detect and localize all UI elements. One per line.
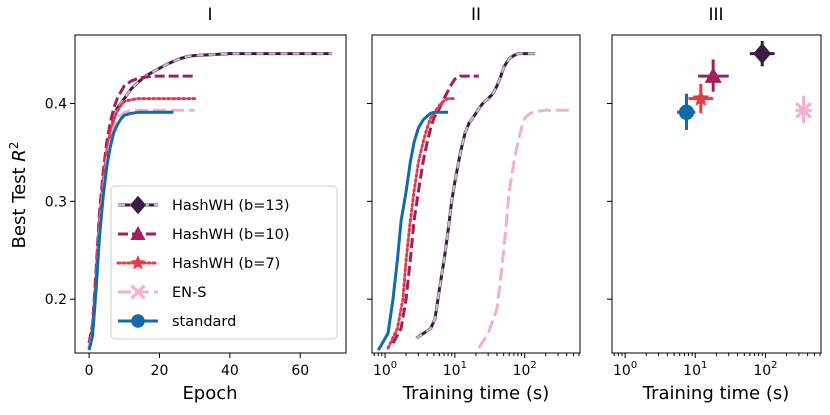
series-layer	[377, 52, 569, 351]
series-line-overlay-hashwh-b-13	[415, 52, 535, 340]
x-tick-label: 101	[683, 360, 707, 379]
y-tick-label: 0.3	[45, 194, 67, 210]
y-tick-label: 0.4	[45, 96, 67, 112]
x-tick-label: 0	[85, 363, 94, 379]
marker-en-s	[795, 102, 812, 119]
y-ticks: 0.2 0.3 0.4	[45, 96, 75, 308]
errorbar-point-en-s	[795, 95, 812, 124]
series-line-en-s	[477, 108, 569, 349]
legend-entry-hashwh-b-7: HashWH (b=7)	[116, 255, 280, 272]
x-tick-label-base: 10	[683, 363, 701, 379]
panel-title: II	[471, 5, 481, 25]
x-tick-label: 102	[753, 360, 777, 379]
x-axis-title: Training time (s)	[402, 383, 550, 404]
y-axis-title: Best Test R2	[7, 142, 30, 249]
x-tick-label-base: 10	[513, 363, 531, 379]
y-axis-title-variable: R	[9, 149, 30, 162]
x-tick-label-base: 10	[753, 363, 771, 379]
marker-standard	[131, 314, 145, 328]
x-tick-label: 20	[151, 363, 169, 379]
legend-entry-standard: standard	[118, 314, 236, 330]
errorbar-point-hashwh-b-10	[698, 59, 729, 92]
marker-en-s	[130, 284, 146, 300]
y-ticks	[367, 102, 372, 300]
legend-label: standard	[172, 314, 236, 330]
legend-label: HashWH (b=10)	[172, 227, 290, 243]
y-tick-label: 0.2	[45, 292, 67, 308]
series-line-overlay-hashwh-b-13	[88, 52, 332, 344]
series-layer	[87, 52, 332, 351]
x-tick-label-exponent: 2	[771, 360, 777, 371]
panel-training-time-curves: II 100 101 102 Training time (s)	[367, 5, 581, 404]
marker-hashwh-b-10	[130, 226, 146, 240]
series-line-hashwh-b-13	[415, 52, 535, 340]
series-line-en-s	[87, 108, 195, 349]
series-line-hashwh-b-7	[386, 97, 457, 350]
axes-frame	[74, 34, 347, 354]
x-tick-label: 100	[373, 360, 397, 379]
legend-entry-hashwh-b-10: HashWH (b=10)	[118, 226, 290, 243]
series-line-standard	[377, 110, 449, 351]
x-tick-label-base: 10	[613, 363, 631, 379]
x-tick-label-exponent: 0	[631, 360, 637, 371]
x-axis-title: Epoch	[182, 383, 237, 404]
x-tick-label-base: 10	[443, 363, 461, 379]
legend-label: HashWH (b=13)	[172, 198, 290, 214]
errorbar-point-hashwh-b-13	[749, 40, 775, 67]
legend-label: EN-S	[172, 285, 206, 301]
x-ticks: 0 20 40 60	[85, 353, 309, 379]
marker-hashwh-b-13	[753, 43, 772, 64]
x-tick-label-exponent: 2	[530, 360, 536, 371]
marker-standard	[678, 104, 695, 120]
x-tick-label-base: 10	[373, 363, 391, 379]
x-axis-title: Training time (s)	[642, 383, 790, 404]
legend-label: HashWH (b=7)	[172, 256, 280, 272]
x-tick-label: 101	[443, 360, 467, 379]
x-tick-label-exponent: 1	[701, 360, 707, 371]
legend-frame	[110, 185, 338, 340]
y-axis-title-text: Best Test	[9, 162, 30, 249]
y-axis-title-superscript: 2	[7, 142, 21, 150]
series-line-standard	[87, 110, 174, 351]
errorbar-point-hashwh-b-7	[688, 83, 714, 114]
marker-hashwh-b-10	[704, 67, 722, 83]
x-ticks: 100 101 102	[373, 353, 580, 379]
legend: HashWH (b=13) HashWH (b=10) HashWH (b=7) EN…	[110, 185, 338, 340]
x-tick-label-exponent: 0	[391, 360, 397, 371]
y-ticks	[607, 102, 612, 300]
x-tick-label: 60	[291, 363, 309, 379]
panel-title: III	[708, 5, 723, 25]
series-line-hashwh-b-10	[391, 74, 479, 344]
x-tick-label: 40	[221, 363, 239, 379]
x-tick-label: 102	[513, 360, 537, 379]
x-tick-label: 100	[613, 360, 637, 379]
panel-training-time-points: III 100 101 102 Training time (s)	[607, 5, 822, 404]
errorbar-point-standard	[677, 93, 696, 130]
legend-entry-en-s: EN-S	[118, 284, 206, 301]
points-layer	[677, 40, 812, 130]
panel-title: I	[207, 5, 212, 25]
marker-hashwh-b-7	[692, 89, 710, 106]
x-tick-label-exponent: 1	[461, 360, 467, 371]
x-ticks: 100 101 102	[613, 353, 821, 379]
marker-hashwh-b-7	[130, 255, 146, 270]
panel-epoch: I 0.20.30.4 0 20 40 60 Epoch HashWH (b=13)H…	[45, 5, 347, 404]
